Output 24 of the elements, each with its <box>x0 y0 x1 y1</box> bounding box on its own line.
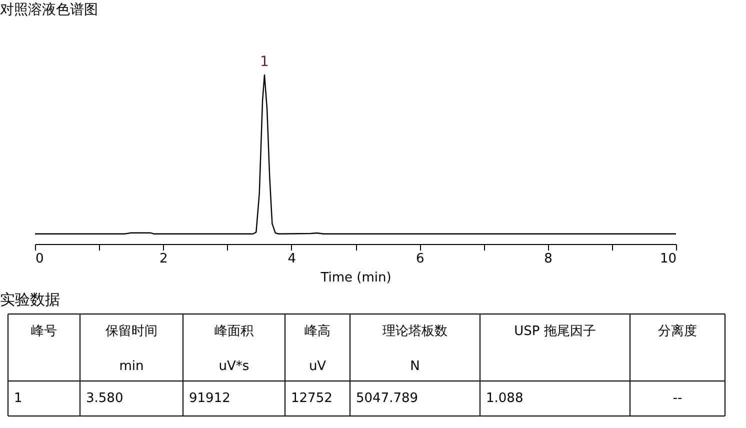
category-label: 峰号 <box>31 324 57 339</box>
chart-title: 对照溶液色谱图 <box>0 2 98 18</box>
x-tick-label: 8 <box>544 252 552 266</box>
text: -- <box>672 391 682 406</box>
text: 1.088 <box>486 391 524 406</box>
category-label: 分离度 <box>658 323 697 339</box>
category-label: 理论塔板数 N <box>382 324 448 374</box>
text: 实验数据 <box>0 290 60 308</box>
annotation: 1 <box>260 54 269 70</box>
text: 5047.789 <box>356 391 418 406</box>
category-label: 保留时间 min <box>106 324 158 374</box>
text: 3.580 <box>86 391 124 406</box>
category-label: 峰高 uV <box>304 324 330 374</box>
x-axis-title: Time (min) <box>320 270 392 286</box>
text: 12752 <box>291 391 332 406</box>
text: 1 <box>14 391 22 406</box>
x-tick-label: 6 <box>416 252 424 266</box>
text: 91912 <box>189 391 230 406</box>
x-tick-label: 10 <box>660 252 676 266</box>
x-tick-label: 0 <box>36 252 44 266</box>
x-tick-label: 2 <box>160 252 168 266</box>
category-label: 峰面积 uV*s <box>214 324 254 374</box>
category-label: USP 拖尾因子 <box>514 324 596 339</box>
x-tick-label: 4 <box>288 252 296 266</box>
